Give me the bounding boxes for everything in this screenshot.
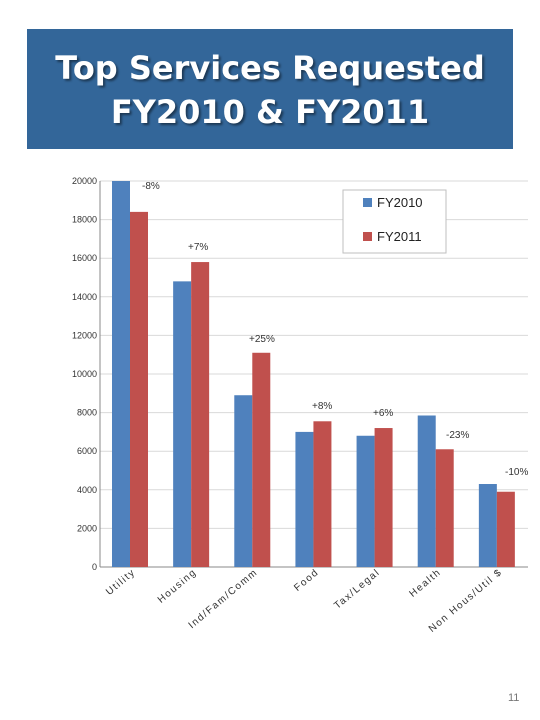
bar-fy2011-0	[130, 211, 148, 567]
y-tick-label: 2000	[77, 523, 97, 533]
title-line-2: FY2010 & FY2011	[110, 93, 430, 131]
bar-fy2010-0	[112, 181, 130, 567]
bar-fy2011-1	[191, 262, 210, 567]
y-tick-label: 8000	[77, 408, 97, 418]
legend-swatch-fy2010	[363, 198, 372, 207]
bar-fy2010-2	[234, 395, 253, 567]
page-number: 11	[508, 692, 520, 704]
bar-fy2010-1	[173, 281, 192, 567]
y-tick-label: 18000	[72, 215, 97, 225]
annotation-label: +25%	[249, 334, 275, 345]
bar-fy2011-5	[435, 449, 454, 567]
x-tick-label: Utility	[104, 567, 138, 598]
y-tick-label: 10000	[72, 369, 97, 379]
bar-fy2011-6	[496, 491, 515, 567]
bar-fy2010-3	[295, 431, 314, 567]
annotation-label: -8%	[142, 181, 160, 192]
y-tick-label: 16000	[72, 253, 97, 263]
y-tick-label: 4000	[77, 485, 97, 495]
title-line-1: Top Services Requested	[55, 49, 485, 87]
bar-fy2010-5	[417, 415, 436, 567]
y-tick-label: 0	[92, 562, 97, 572]
annotation-label: +6%	[373, 408, 393, 419]
x-tick-label: Tax/Legal	[332, 567, 382, 612]
bar-fy2011-3	[313, 421, 332, 567]
title-banner: Top Services Requested FY2010 & FY2011	[27, 29, 513, 149]
bar-fy2011-4	[374, 428, 393, 567]
annotation-label: +8%	[312, 401, 332, 412]
legend-swatch-fy2011	[363, 232, 372, 241]
y-tick-label: 20000	[72, 176, 97, 186]
x-tick-label: Food	[292, 567, 321, 594]
bar-fy2010-6	[478, 484, 497, 567]
y-tick-label: 14000	[72, 292, 97, 302]
legend-label: FY2011	[377, 229, 422, 244]
bar-fy2011-2	[252, 352, 271, 567]
x-tick-label: Health	[408, 567, 444, 600]
annotation-label: +7%	[188, 242, 208, 253]
bar-fy2010-4	[356, 435, 375, 567]
x-tick-label: Housing	[156, 567, 199, 606]
annotation-label: -10%	[505, 467, 528, 478]
y-tick-label: 12000	[72, 330, 97, 340]
annotation-label: -23%	[446, 430, 469, 441]
legend-label: FY2010	[377, 195, 423, 210]
legend-box	[342, 189, 447, 254]
y-tick-label: 6000	[77, 446, 97, 456]
